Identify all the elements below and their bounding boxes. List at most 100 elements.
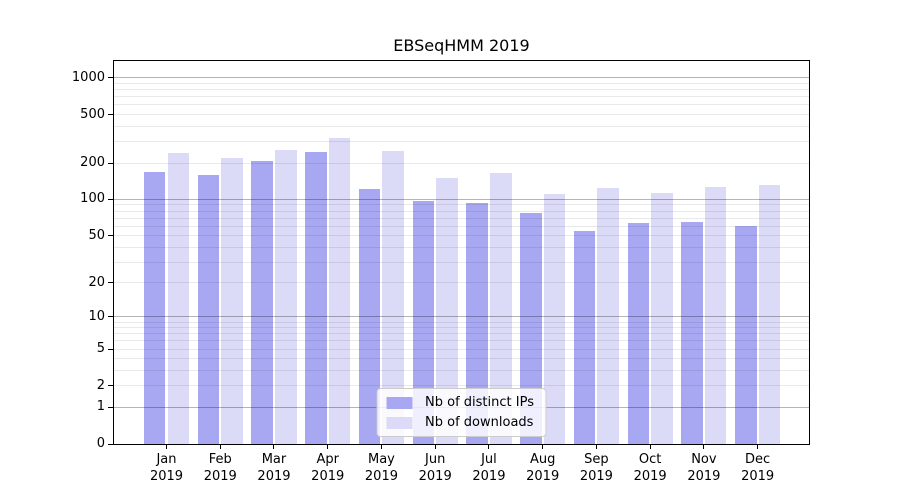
gridline-minor (114, 358, 809, 360)
grid-layer (114, 61, 809, 444)
gridline-minor (114, 141, 809, 143)
gridline-major (114, 77, 809, 79)
y-tick-mark (108, 235, 113, 237)
x-tick-mark (488, 445, 490, 449)
x-tick-label: Apr 2019 (311, 452, 345, 484)
gridline-minor (114, 83, 809, 85)
bar-distinct-ips-nov (681, 222, 703, 444)
y-tick-label: 2 (96, 377, 105, 393)
y-tick-mark (108, 316, 113, 318)
bar-distinct-ips-mar (251, 161, 273, 444)
gridline-minor (114, 327, 809, 329)
x-tick-label: Nov 2019 (687, 452, 721, 484)
x-tick-mark (166, 445, 167, 449)
bar-downloads-jun (436, 178, 458, 444)
gridline-minor (114, 282, 809, 284)
x-tick-mark (380, 445, 382, 449)
gridline-minor (114, 370, 809, 372)
bar-downloads-dec (758, 184, 781, 444)
y-tick-mark (108, 114, 113, 116)
legend-label-distinct-ips: Nb of distinct IPs (425, 395, 534, 410)
x-tick-label: Feb 2019 (203, 452, 237, 484)
gridline-minor (114, 114, 809, 116)
legend-label-downloads: Nb of downloads (425, 415, 534, 430)
gridline-minor (114, 235, 809, 237)
y-tick-mark (108, 77, 113, 79)
x-tick-mark (219, 445, 221, 449)
gridline-minor (114, 340, 809, 342)
y-tick-mark (108, 348, 113, 350)
x-tick-label: Mar 2019 (257, 452, 291, 484)
y-tick-label: 1 (96, 399, 105, 415)
y-tick-mark (108, 198, 113, 200)
x-tick-mark (273, 445, 275, 449)
x-tick-mark (757, 445, 759, 449)
y-tick-label: 100 (80, 191, 105, 207)
bar-distinct-ips-apr (305, 152, 327, 444)
bar-distinct-ips-jun (412, 200, 435, 444)
bar-downloads-may (382, 151, 405, 444)
x-tick-mark (542, 445, 544, 449)
legend-swatch-distinct-ips (386, 396, 413, 409)
x-tick-label: May 2019 (364, 452, 398, 484)
bar-downloads-feb (221, 158, 243, 444)
x-tick-label: Jun 2019 (418, 452, 452, 484)
y-tick-label: 1000 (71, 69, 105, 85)
x-tick-mark (327, 445, 329, 449)
gridline-minor (114, 89, 809, 91)
y-tick-mark (108, 385, 113, 387)
legend-swatch-downloads (386, 416, 413, 429)
bar-distinct-ips-sep (573, 230, 596, 444)
gridline-minor (114, 333, 809, 335)
gridline-minor (114, 261, 809, 263)
chart-title: EBSeqHMM 2019 (393, 36, 530, 55)
legend-item: Nb of downloads (386, 416, 534, 429)
gridline-minor (114, 217, 809, 219)
gridline-minor (114, 125, 809, 127)
gridline-minor (114, 210, 809, 212)
x-tick-mark (595, 445, 597, 449)
y-tick-label: 50 (88, 227, 105, 243)
x-tick-mark (434, 445, 436, 449)
gridline-minor (114, 104, 809, 106)
gridline-minor (114, 246, 809, 248)
bar-distinct-ips-jul (466, 203, 488, 444)
gridline-minor (114, 385, 809, 387)
y-tick-label: 20 (88, 274, 105, 290)
bar-downloads-nov (704, 186, 727, 444)
x-tick-label: Sep 2019 (579, 452, 613, 484)
gridline-major (114, 198, 809, 200)
x-tick-mark (703, 445, 705, 449)
gridline-minor (114, 225, 809, 227)
bar-distinct-ips-aug (520, 213, 542, 444)
gridline-minor (114, 204, 809, 206)
legend: Nb of distinct IPs Nb of downloads (376, 388, 547, 437)
y-tick-label: 10 (88, 308, 105, 324)
y-tick-mark (108, 406, 113, 408)
gridline-minor (114, 162, 809, 164)
x-tick-label: Dec 2019 (741, 452, 775, 484)
y-tick-label: 0 (96, 436, 105, 451)
y-tick-mark (108, 282, 113, 284)
plot-area: Nb of distinct IPs Nb of downloads (113, 60, 810, 445)
x-tick-label: Jan 2019 (149, 452, 184, 484)
y-tick-label: 200 (80, 155, 105, 170)
bar-downloads-sep (597, 188, 619, 444)
bar-downloads-oct (651, 192, 673, 444)
bar-downloads-aug (543, 194, 566, 444)
gridline-minor (114, 96, 809, 98)
bar-downloads-apr (328, 138, 351, 444)
bar-distinct-ips-dec (735, 226, 757, 444)
y-tick-mark (108, 443, 113, 445)
bar-downloads-mar (274, 150, 297, 444)
bar-distinct-ips-oct (627, 222, 650, 444)
bar-downloads-jan (167, 153, 190, 444)
x-tick-mark (649, 445, 651, 449)
y-tick-mark (108, 162, 113, 164)
gridline-minor (114, 321, 809, 323)
bar-distinct-ips-feb (197, 175, 220, 444)
x-tick-label: Aug 2019 (526, 452, 560, 484)
y-tick-label: 5 (96, 341, 105, 357)
x-tick-label: Jul 2019 (472, 452, 506, 484)
